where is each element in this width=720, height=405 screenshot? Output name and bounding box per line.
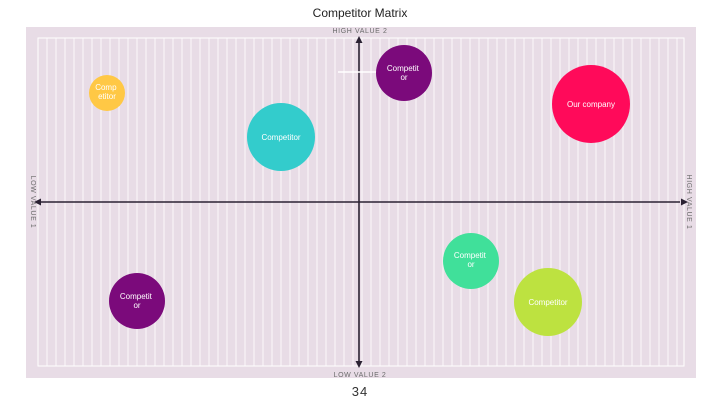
bubble-competitor-teal: Competitor xyxy=(247,103,315,171)
axis-label-bottom: LOW VALUE 2 xyxy=(334,372,387,379)
axis-label-left: LOW VALUE 1 xyxy=(29,176,36,229)
bubble-circle xyxy=(89,75,125,111)
bubble-competitor-purple-top: Competit or xyxy=(376,45,432,101)
bubble-circle xyxy=(109,273,165,329)
bubble-label: Competitor xyxy=(261,133,300,142)
vertical-axis-top-arrow-icon xyxy=(355,36,363,43)
bubble-circle xyxy=(247,103,315,171)
axis-label-right: HIGH VALUE 1 xyxy=(685,175,692,230)
bubble-label: Competit or xyxy=(454,251,488,269)
bubble-circle xyxy=(514,268,582,336)
bubble-competitor-lime: Competitor xyxy=(514,268,582,336)
bubble-circle xyxy=(552,65,630,143)
bubble-circle xyxy=(443,233,499,289)
bubble-label: Competit or xyxy=(120,292,154,310)
bubble-label: Comp etitor xyxy=(95,83,119,101)
vertical-axis-bottom-arrow-icon xyxy=(355,361,363,368)
page-number: 34 xyxy=(351,384,369,399)
bubble-label: Competitor xyxy=(528,298,567,307)
horizontal-axis-right-arrow-icon xyxy=(681,198,688,206)
bubble-label: Our company xyxy=(567,100,615,109)
bubble-competitor-green: Competit or xyxy=(443,233,499,289)
slide-title: Competitor Matrix xyxy=(312,6,408,20)
bubble-competitor-purple-bottom: Competit or xyxy=(109,273,165,329)
bubble-our-company: Our company xyxy=(552,65,630,143)
axis-label-top: HIGH VALUE 2 xyxy=(333,28,388,35)
bubble-label: Competit or xyxy=(387,64,421,82)
bubble-circle xyxy=(376,45,432,101)
bubble-competitor-yellow: Comp etitor xyxy=(89,75,125,111)
horizontal-axis-left-arrow-icon xyxy=(34,198,41,206)
